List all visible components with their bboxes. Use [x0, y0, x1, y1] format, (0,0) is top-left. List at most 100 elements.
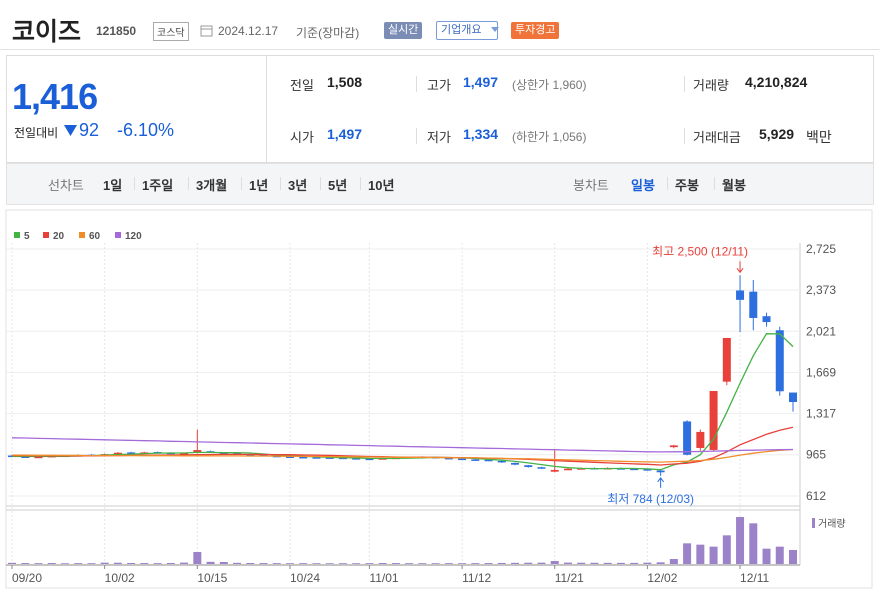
x-tick-label: 11/01: [369, 571, 398, 585]
price: 1,416: [12, 76, 98, 117]
volume-bar: [272, 563, 281, 564]
candle-tab[interactable]: 주봉: [675, 178, 699, 193]
volume-bar: [166, 563, 175, 564]
volume-bar: [418, 563, 427, 564]
stat-unit: 백만: [806, 129, 832, 145]
volume-bar: [325, 563, 334, 564]
volume-bar: [87, 563, 96, 564]
volume-bar: [696, 544, 705, 564]
warning-badge[interactable]: 투자경고: [511, 22, 560, 39]
candle-body: [749, 291, 758, 318]
volume-bar: [153, 563, 162, 564]
period-tab[interactable]: 1주일: [142, 178, 174, 193]
candle-body: [352, 458, 361, 460]
volume-bar: [34, 563, 43, 564]
volume-bar: [683, 543, 692, 564]
candle-body: [338, 457, 347, 460]
candle-body: [285, 456, 294, 458]
basis: 기준(장마감): [296, 26, 360, 40]
stat-value: 4,210,824: [745, 74, 808, 90]
candle-body: [511, 462, 520, 465]
volume-bar: [246, 563, 255, 564]
candle-body: [299, 456, 308, 459]
period-tab[interactable]: 3개월: [196, 178, 228, 193]
candle-tab[interactable]: 일봉: [631, 178, 655, 193]
y-tick-label: 2,373: [806, 283, 836, 297]
candle-tab[interactable]: 월봉: [722, 178, 746, 193]
volume-bar: [378, 563, 387, 564]
candle-body: [736, 290, 745, 300]
period-tab[interactable]: 1일: [103, 178, 123, 193]
divider: [360, 177, 361, 190]
volume-bar: [643, 562, 652, 564]
candle-body: [656, 470, 665, 473]
candle-body: [219, 452, 228, 455]
stat-note: (하한가 1,056): [512, 130, 587, 144]
volume-bar: [8, 562, 16, 564]
y-tick-label: 965: [806, 448, 826, 462]
volume-bar: [736, 517, 745, 564]
divider: [280, 177, 281, 190]
volume-bar: [259, 563, 268, 564]
chart-frame: [5, 209, 873, 589]
volume-bar: [74, 563, 83, 564]
volume-bar: [47, 563, 56, 564]
candle-body: [113, 452, 122, 455]
candle-body: [484, 459, 493, 462]
max-arrow: [736, 261, 744, 274]
candle-body: [21, 456, 30, 458]
min-arrow: [657, 477, 665, 488]
market-badge: 코스닥: [153, 22, 189, 41]
stat-value: 1,508: [327, 74, 363, 90]
x-tick-label: 10/02: [105, 571, 135, 585]
x-tick-label: 09/20: [12, 571, 42, 585]
period-tab[interactable]: 3년: [288, 178, 308, 193]
legend-swatch: [115, 232, 121, 238]
volume-bar: [524, 562, 533, 564]
candle-body: [365, 458, 374, 461]
stat-note: (상한가 1,960): [512, 78, 587, 92]
volume-bar: [127, 563, 136, 564]
min-label: 최저 784 (12/03): [607, 492, 694, 506]
candle-body: [722, 337, 731, 382]
candle-body: [444, 457, 453, 460]
volume-label: 거래량: [818, 518, 846, 530]
y-tick-label: 1,317: [806, 407, 836, 421]
stat-label: 저가: [427, 130, 451, 145]
company-button[interactable]: 기업개요: [436, 21, 499, 40]
y-tick-label: 2,725: [806, 242, 836, 256]
legend-label: 20: [53, 231, 65, 242]
candle-body: [550, 469, 559, 472]
candle-body: [312, 457, 321, 459]
volume-bar: [550, 561, 559, 564]
candle-body: [696, 431, 705, 448]
candle-body: [34, 456, 43, 459]
divider: [416, 128, 417, 144]
period-tab[interactable]: 1년: [249, 178, 269, 193]
stat-value: 5,929: [759, 126, 795, 142]
divider: [320, 177, 321, 190]
x-tick-label: 10/24: [290, 571, 320, 585]
volume-bar: [193, 552, 202, 564]
candle-body: [762, 316, 771, 323]
legend-swatch: [43, 232, 49, 238]
candle-body: [471, 459, 480, 461]
max-label: 최고 2,500 (12/11): [652, 244, 748, 258]
volume-legend-swatch: [812, 518, 815, 528]
moving-average-line: [11, 333, 794, 471]
period-tab[interactable]: 5년: [328, 178, 348, 193]
volume-bar: [352, 563, 361, 564]
volume-bar: [140, 563, 149, 564]
realtime-button[interactable]: 실시간: [384, 22, 423, 39]
volume-bar: [444, 563, 453, 564]
candle-body: [127, 452, 136, 454]
x-tick-label: 12/02: [647, 571, 677, 585]
stat-label: 거래대금: [693, 130, 741, 145]
volume-bar: [590, 562, 599, 564]
candle-body: [563, 468, 572, 471]
period-tab[interactable]: 10년: [368, 178, 395, 193]
candle-body: [497, 460, 506, 463]
